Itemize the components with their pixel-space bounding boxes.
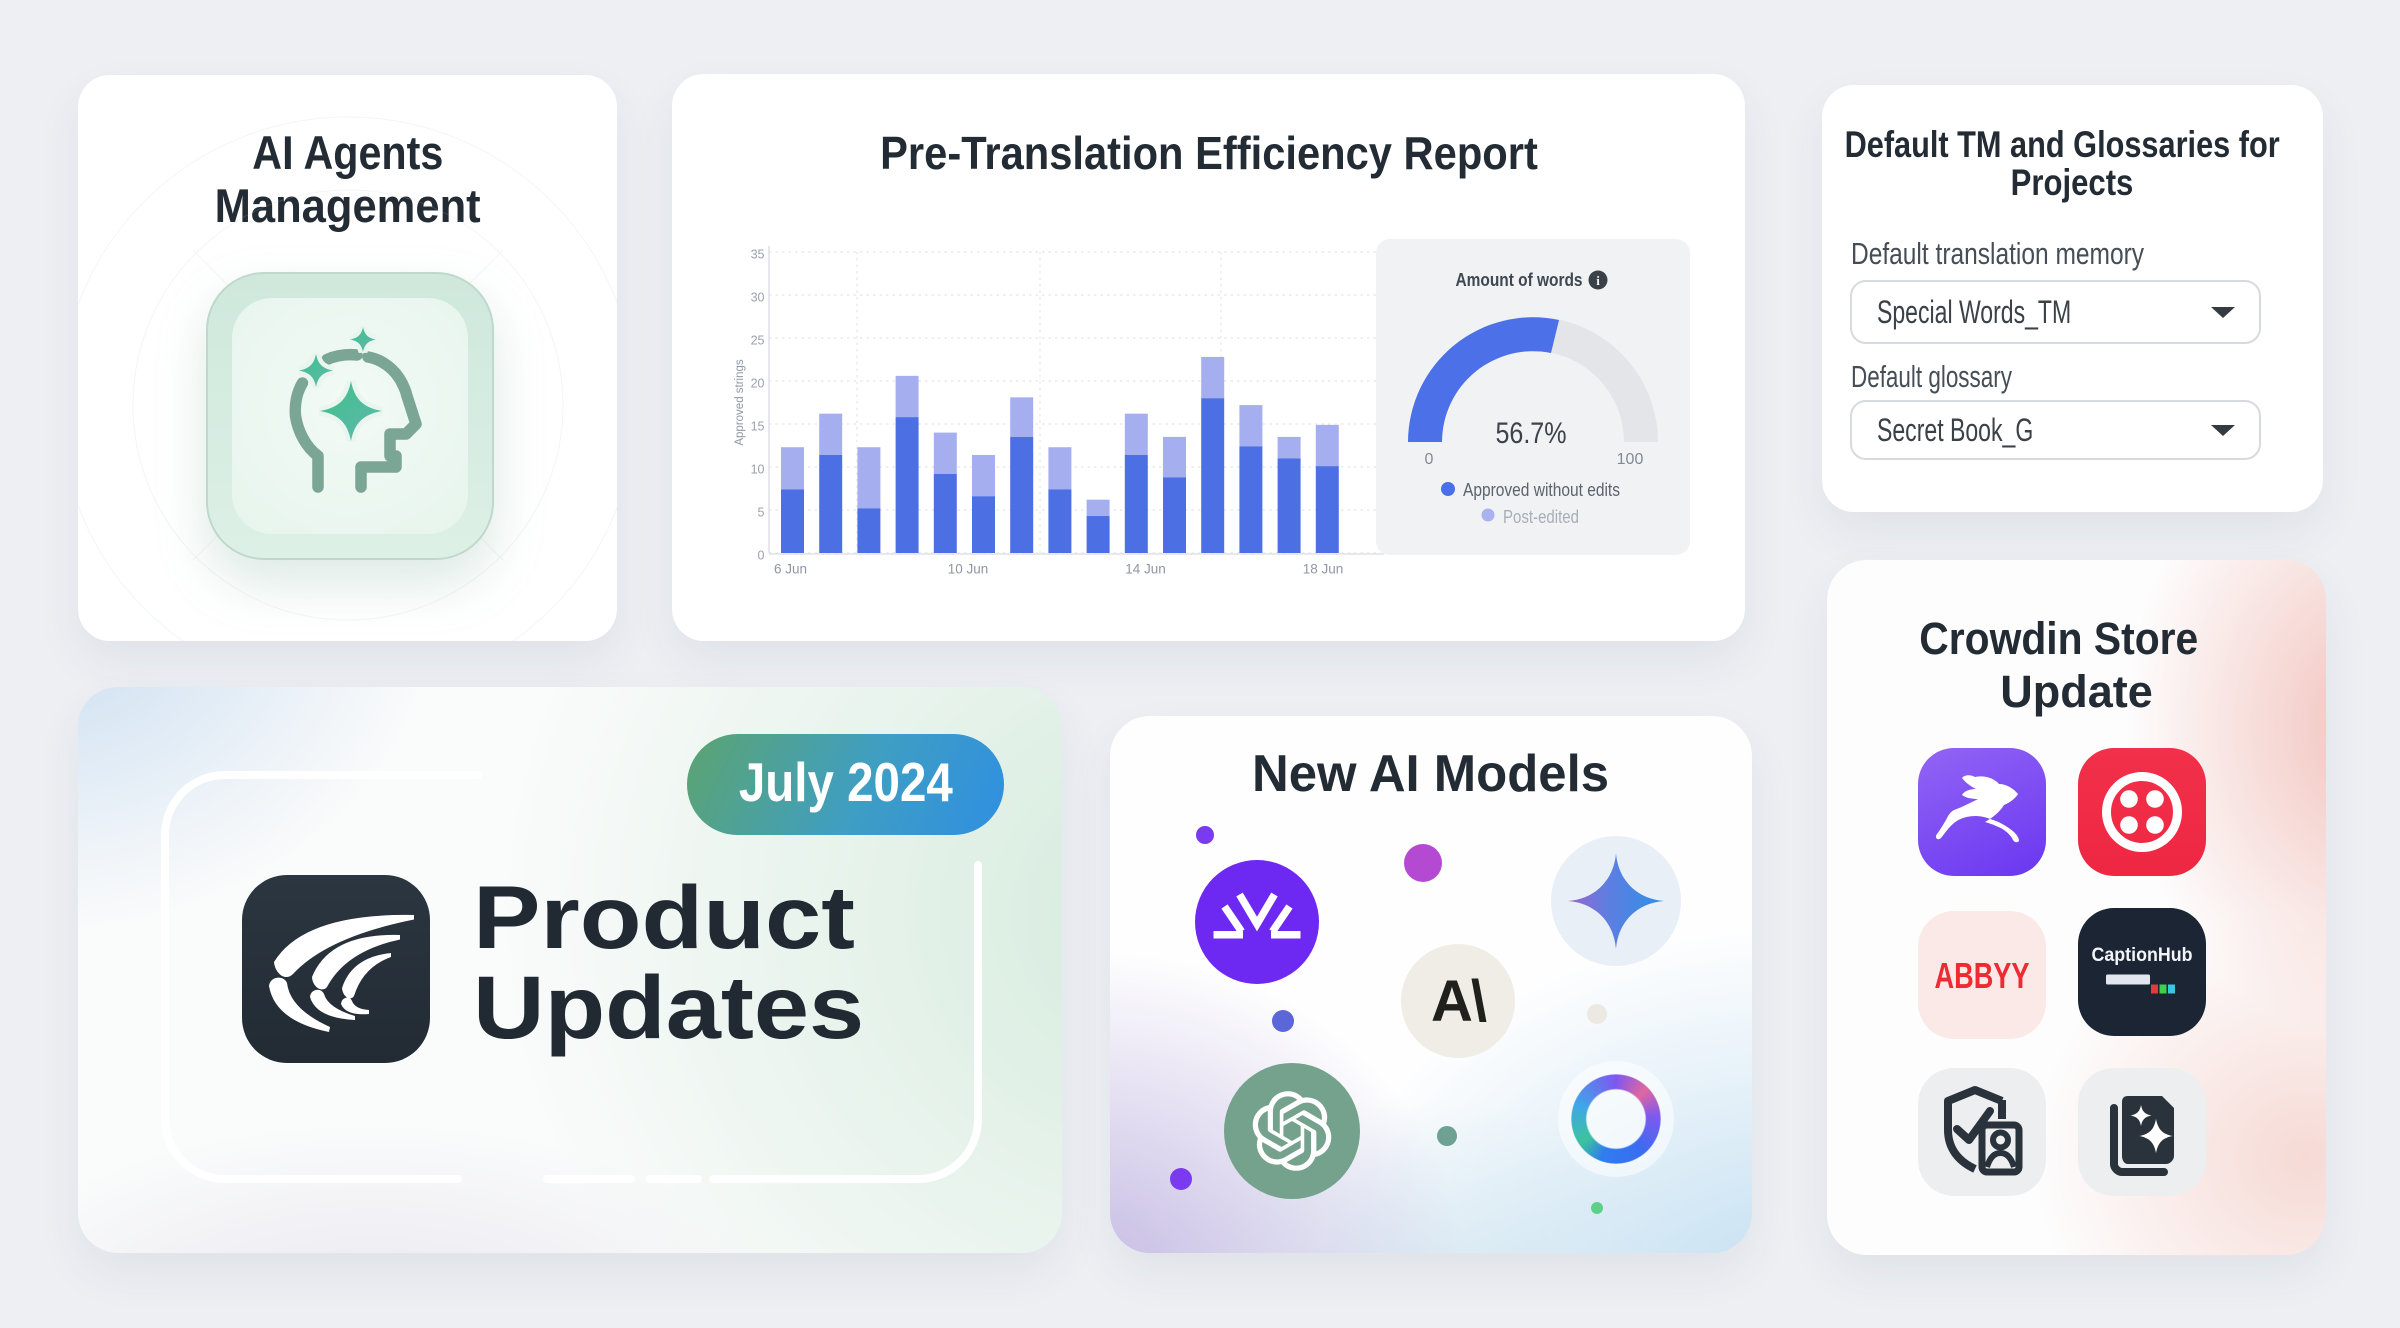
svg-text:15: 15	[751, 420, 765, 434]
svg-text:Approved without edits: Approved without edits	[1463, 480, 1620, 500]
svg-text:CaptionHub: CaptionHub	[2092, 945, 2193, 966]
svg-text:35: 35	[751, 248, 765, 262]
svg-text:18 Jun: 18 Jun	[1303, 562, 1344, 577]
svg-text:i: i	[1596, 273, 1600, 288]
svg-text:5: 5	[758, 506, 765, 520]
svg-text:100: 100	[1617, 451, 1644, 468]
svg-text:0: 0	[1425, 451, 1434, 468]
svg-text:14 Jun: 14 Jun	[1125, 562, 1166, 577]
svg-text:10: 10	[751, 463, 765, 477]
svg-text:Post-edited: Post-edited	[1503, 507, 1579, 527]
svg-text:Approved strings: Approved strings	[734, 359, 746, 446]
svg-text:ABBYY: ABBYY	[1935, 955, 2030, 996]
svg-text:56.7%: 56.7%	[1496, 417, 1567, 450]
svg-text:20: 20	[751, 377, 765, 391]
svg-text:30: 30	[751, 291, 765, 305]
svg-text:6 Jun: 6 Jun	[774, 562, 807, 577]
svg-text:Amount of words: Amount of words	[1456, 270, 1583, 290]
svg-text:25: 25	[751, 334, 765, 348]
svg-text:10 Jun: 10 Jun	[948, 562, 989, 577]
svg-text:0: 0	[758, 549, 765, 563]
